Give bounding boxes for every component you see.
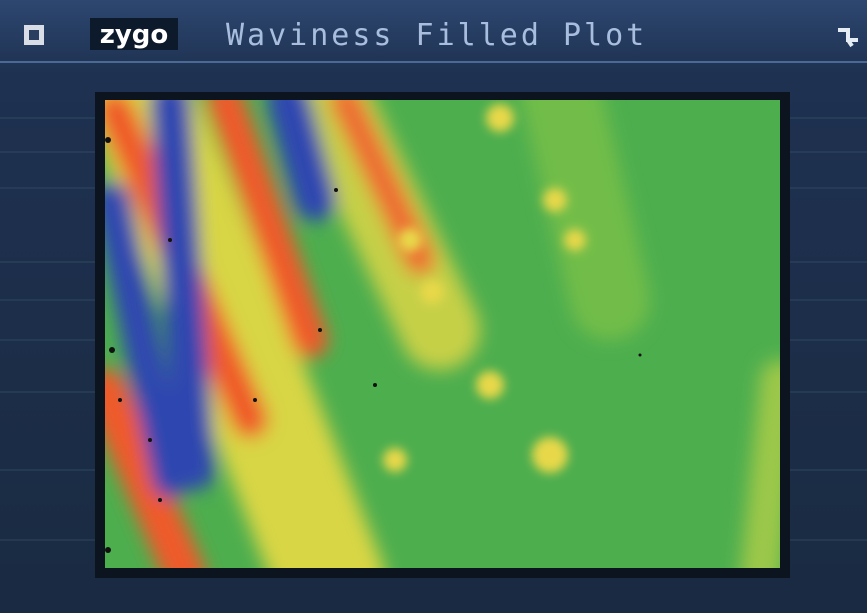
logo: zygo [100,20,169,50]
window-title: Waviness Filled Plot [226,18,647,53]
dropouts [105,137,642,553]
resize-icon[interactable] [838,28,858,48]
filled-plot [105,100,780,568]
logo-box [90,18,178,50]
